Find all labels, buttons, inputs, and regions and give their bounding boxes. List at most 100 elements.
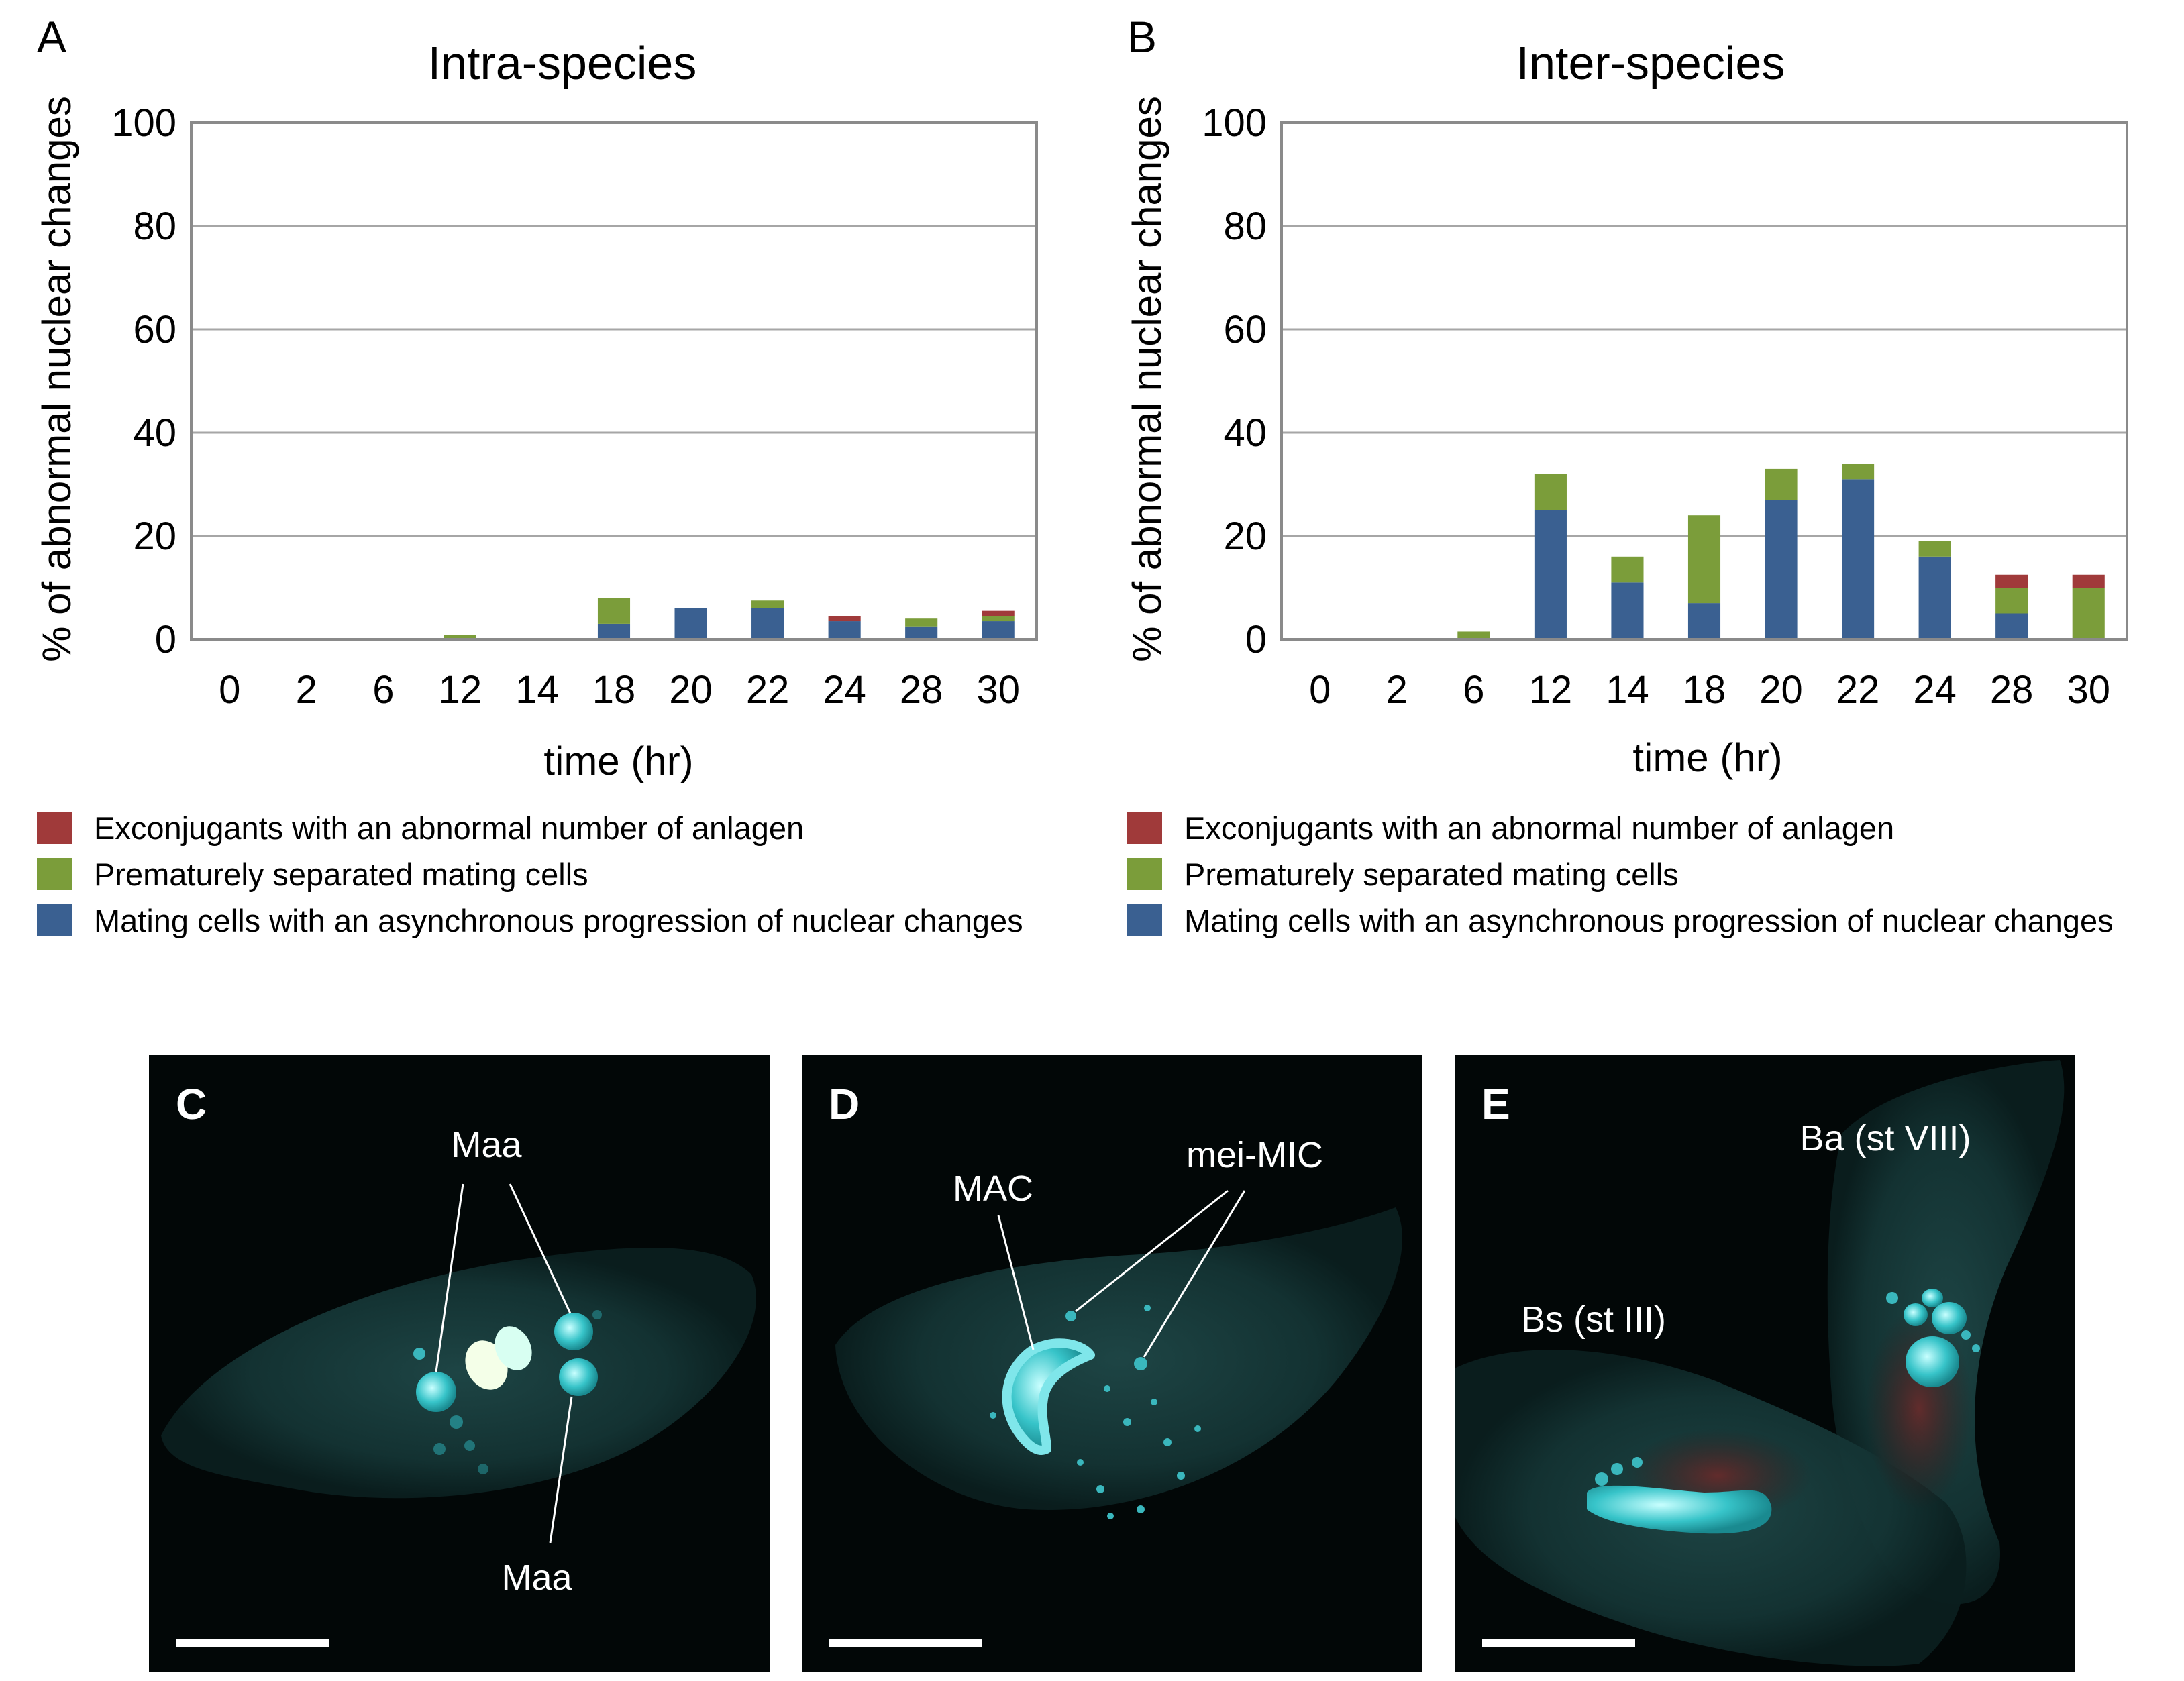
bar-segment xyxy=(751,600,784,608)
annotation-line xyxy=(1143,1190,1246,1358)
nuclear-dot xyxy=(1595,1472,1608,1486)
chart-a-y-axis-title: % of abnormal nuclear changes xyxy=(34,96,79,662)
cell-body xyxy=(835,1207,1402,1510)
bar-segment xyxy=(1842,479,1875,639)
micrograph-d: D MAC mei-MIC xyxy=(802,1055,1422,1672)
cell-body xyxy=(161,1248,756,1499)
nuclear-dot xyxy=(1123,1418,1131,1426)
annotation-line xyxy=(509,1183,572,1314)
legend-b-label: Exconjugants with an abnormal number of … xyxy=(1184,810,1894,846)
chart-a-y-ticks: 0 20 40 60 80 100 xyxy=(111,101,176,661)
bar-segment xyxy=(982,610,1015,616)
x-tick-label: 20 xyxy=(669,668,713,712)
x-tick-label: 18 xyxy=(592,668,636,712)
nuclear-dot xyxy=(1107,1513,1114,1519)
chart-b-y-ticks: 0 20 40 60 80 100 xyxy=(1202,101,1267,661)
nuclear-dot xyxy=(592,1310,602,1319)
x-tick-label: 0 xyxy=(219,668,240,712)
macronucleus-ba xyxy=(1922,1289,1943,1307)
micrograph-e-letter: E xyxy=(1481,1080,1510,1128)
chart-a-plot-frame xyxy=(190,121,1038,641)
bar-segment xyxy=(1687,603,1721,639)
label-ba-st-viii: Ba (st VIII) xyxy=(1800,1118,1971,1158)
x-tick-label: 22 xyxy=(746,668,790,712)
bar-segment xyxy=(828,621,861,639)
legend-b-label: Prematurely separated mating cells xyxy=(1184,857,1679,892)
nuclear-dot xyxy=(1137,1505,1145,1513)
chart-b-gridlines xyxy=(1282,225,2127,537)
x-tick-label: 14 xyxy=(1606,668,1649,712)
nuclear-dot xyxy=(1077,1459,1084,1466)
chart-b: B Inter-species 0 20 40 60 80 100 0 2 6 12 14 18 20… xyxy=(1125,12,2128,780)
chart-a-title: Intra-species xyxy=(428,37,697,89)
x-tick-label: 14 xyxy=(515,668,559,712)
meiotic-micronucleus xyxy=(1134,1357,1147,1370)
label-bs-st-iii: Bs (st III) xyxy=(1521,1299,1666,1340)
nuclear-dot xyxy=(1096,1485,1104,1493)
nuclear-dot xyxy=(433,1443,446,1455)
bar-segment xyxy=(2072,588,2105,639)
legend-a-item: Prematurely separated mating cells xyxy=(37,857,588,892)
label-maa-bottom: Maa xyxy=(501,1558,572,1598)
bar-segment xyxy=(1995,574,2028,588)
x-tick-label: 30 xyxy=(2067,668,2110,712)
legend-a-label: Mating cells with an asynchronous progre… xyxy=(94,903,1023,938)
bar-segment xyxy=(1687,515,1721,604)
macronucleus-ba xyxy=(1906,1336,1959,1387)
x-tick-label: 24 xyxy=(1913,668,1957,712)
meiotic-micronucleus xyxy=(1065,1311,1076,1321)
chart-a-bars xyxy=(191,598,1037,641)
bar-segment xyxy=(751,608,784,639)
y-tick-label: 0 xyxy=(1245,618,1267,661)
nuclear-dot xyxy=(1177,1472,1185,1480)
chart-a: A Intra-species 0 20 40 60 80 100 0 2 6 12 14 18 20… xyxy=(34,12,1038,783)
legend-b: Exconjugants with an abnormal number of … xyxy=(1127,810,2114,938)
x-tick-label: 12 xyxy=(439,668,482,712)
annotation-line xyxy=(1075,1189,1229,1313)
bar-segment xyxy=(828,616,861,622)
x-tick-label: 24 xyxy=(823,668,866,712)
legend-b-swatch-green xyxy=(1127,858,1162,890)
y-tick-label: 40 xyxy=(133,411,176,455)
chart-b-plot-frame xyxy=(1280,121,2128,641)
x-tick-label: 28 xyxy=(900,668,943,712)
macronucleus-bs xyxy=(1587,1485,1772,1534)
red-fluorescence xyxy=(1865,1308,1973,1509)
nuclear-dot xyxy=(1961,1330,1971,1340)
legend-b-swatch-red xyxy=(1127,812,1162,844)
scale-bar xyxy=(829,1639,982,1647)
bar-segment xyxy=(1765,468,1798,500)
macronuclear-anlage xyxy=(416,1372,456,1412)
label-mac: MAC xyxy=(953,1169,1033,1209)
scale-bar xyxy=(176,1639,329,1647)
x-tick-label: 18 xyxy=(1683,668,1726,712)
bar-segment xyxy=(1918,556,1951,639)
legend-b-item: Mating cells with an asynchronous progre… xyxy=(1127,903,2114,938)
y-tick-label: 20 xyxy=(133,514,176,558)
nuclear-dot xyxy=(990,1412,996,1419)
bar-segment xyxy=(1842,464,1875,480)
panel-letter-b: B xyxy=(1127,12,1157,62)
annotation-line xyxy=(549,1396,573,1543)
x-tick-label: 28 xyxy=(1990,668,2034,712)
chart-b-x-axis-title: time (hr) xyxy=(1632,735,1782,780)
bar-segment xyxy=(1611,556,1644,583)
bar-segment xyxy=(1995,588,2028,614)
y-tick-label: 60 xyxy=(1223,308,1267,351)
legend-b-item: Exconjugants with an abnormal number of … xyxy=(1127,810,1894,846)
legend-b-item: Prematurely separated mating cells xyxy=(1127,857,1679,892)
x-tick-label: 6 xyxy=(372,668,394,712)
macronucleus-ba xyxy=(1932,1302,1967,1334)
bar-segment xyxy=(597,623,631,639)
chart-b-y-axis-title: % of abnormal nuclear changes xyxy=(1125,96,1169,662)
x-tick-label: 12 xyxy=(1529,668,1573,712)
y-tick-label: 40 xyxy=(1223,411,1267,455)
annotation-line xyxy=(435,1183,464,1372)
bar-segment xyxy=(1457,631,1490,639)
annotation-line xyxy=(997,1215,1035,1350)
chart-b-title: Inter-species xyxy=(1516,37,1785,89)
y-tick-label: 100 xyxy=(111,101,176,145)
nuclear-dot xyxy=(478,1464,488,1474)
legend-a-label: Exconjugants with an abnormal number of … xyxy=(94,810,804,846)
